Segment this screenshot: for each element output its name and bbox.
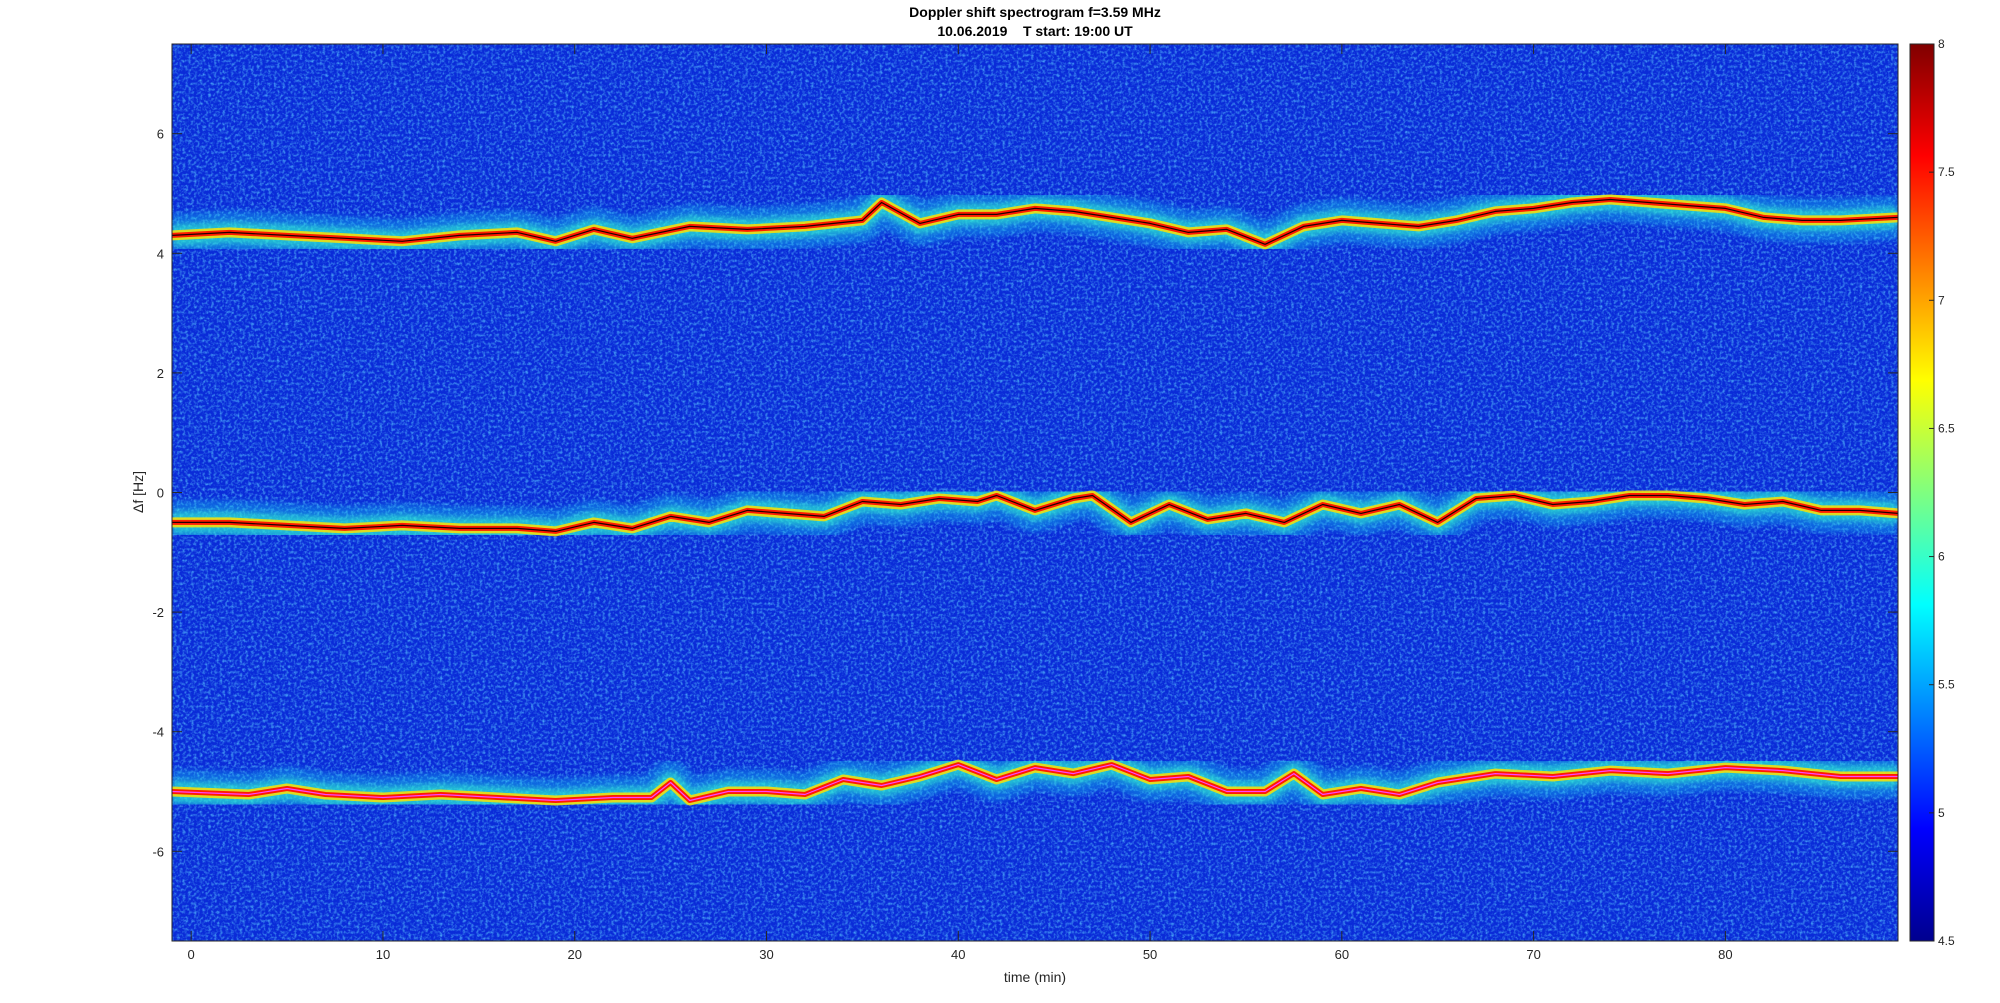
colorbar-tick-label: 8 [1938, 37, 1945, 51]
y-tick-label: 0 [157, 486, 164, 501]
spectrogram-plot-area [172, 44, 1898, 941]
y-tick-label: -4 [152, 725, 164, 740]
signal-band-2 [172, 473, 1898, 554]
colorbar-tick-label: 5.5 [1938, 678, 1955, 692]
chart-subtitle: 10.06.2019 T start: 19:00 UT [937, 23, 1133, 39]
colorbar [1909, 43, 1935, 942]
x-axis-label: time (min) [1004, 969, 1066, 985]
y-tick-label: 6 [157, 127, 164, 142]
x-tick-label: 40 [951, 947, 965, 962]
y-axis-label: Δf [Hz] [130, 471, 146, 513]
band-trace-line [172, 764, 1898, 802]
y-tick-label: 2 [157, 366, 164, 381]
x-tick-label: 50 [1143, 947, 1157, 962]
signal-bands [172, 177, 1898, 823]
x-tick-label: 0 [188, 947, 195, 962]
x-tick-label: 10 [376, 947, 390, 962]
colorbar-tick-label: 6 [1938, 550, 1945, 564]
y-tick-label: -6 [152, 844, 164, 859]
band-trace-line [172, 494, 1898, 532]
chart-title: Doppler shift spectrogram f=3.59 MHz [909, 4, 1161, 20]
x-tick-label: 70 [1526, 947, 1540, 962]
signal-band-3 [172, 742, 1898, 823]
x-tick-label: 30 [759, 947, 773, 962]
colorbar-tick-label: 7 [1938, 293, 1945, 307]
x-tick-label: 80 [1718, 947, 1732, 962]
signal-band-1 [172, 177, 1898, 267]
y-tick-label: 4 [157, 246, 164, 261]
y-axis-ticks: -6 -4 -2 0 2 4 6 [152, 127, 1898, 859]
colorbar-tick-label: 6.5 [1938, 421, 1955, 435]
colorbar-ticks: 4.5 5 5.5 6 6.5 7 7.5 8 [1929, 37, 1955, 948]
y-tick-label: -2 [152, 605, 164, 620]
x-axis-ticks: 0 10 20 30 40 50 60 70 80 [188, 44, 1733, 962]
x-tick-label: 60 [1335, 947, 1349, 962]
colorbar-tick-label: 7.5 [1938, 165, 1955, 179]
band-trace-line [172, 198, 1898, 245]
colorbar-tick-label: 5 [1938, 806, 1945, 820]
colorbar-tick-label: 4.5 [1938, 934, 1955, 948]
x-tick-label: 20 [567, 947, 581, 962]
